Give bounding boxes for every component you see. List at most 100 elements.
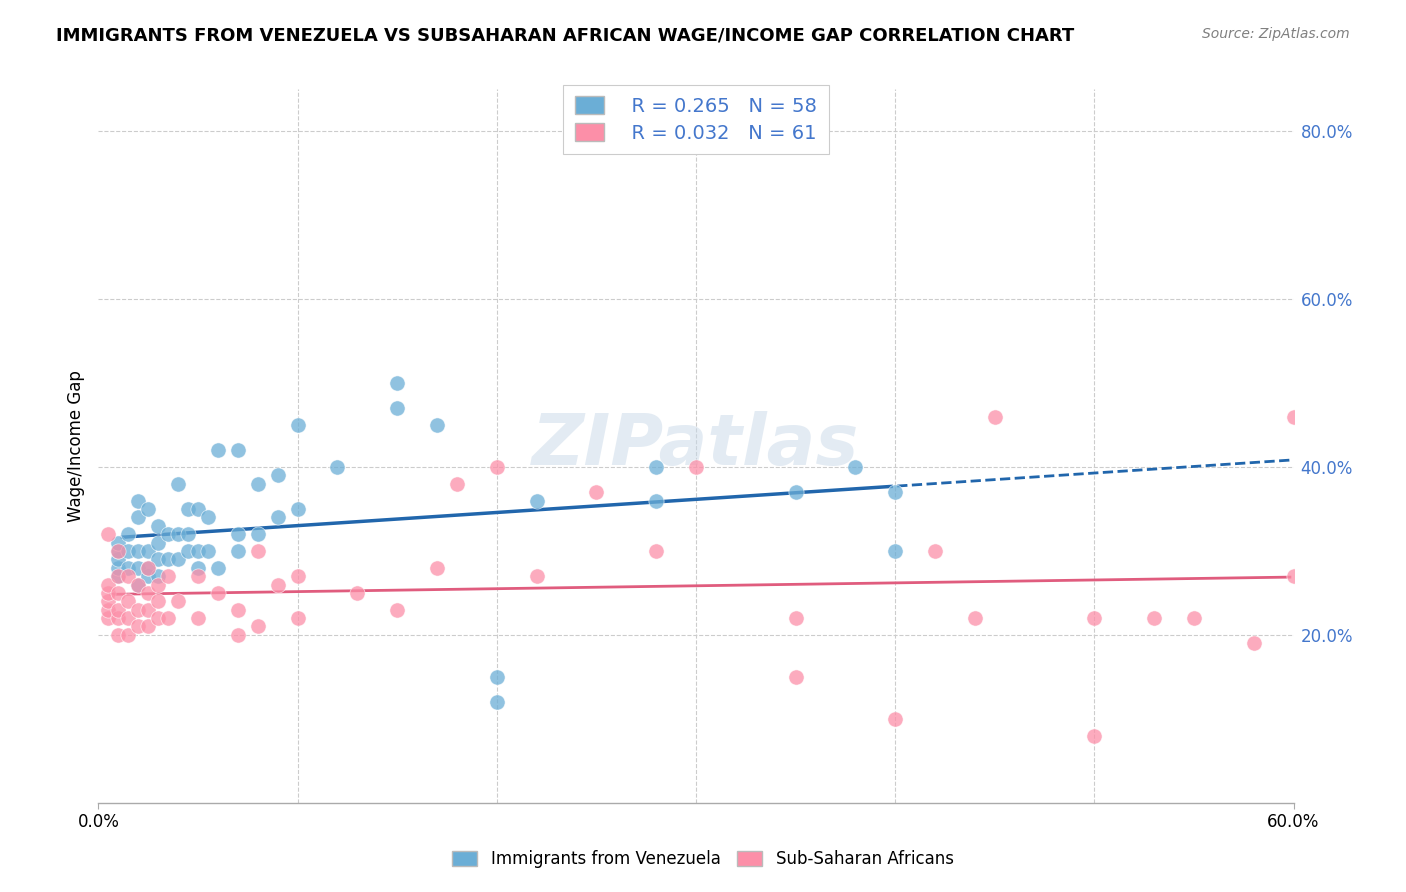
Point xyxy=(136,502,159,516)
Point xyxy=(107,560,129,574)
Point xyxy=(485,695,508,709)
Point xyxy=(924,544,946,558)
Point xyxy=(785,670,807,684)
Point xyxy=(287,569,309,583)
Point xyxy=(207,443,229,458)
Point xyxy=(984,409,1007,424)
Point xyxy=(136,544,159,558)
Point xyxy=(127,603,149,617)
Point xyxy=(207,560,229,574)
Point xyxy=(287,502,309,516)
Point xyxy=(107,535,129,549)
Point xyxy=(326,460,349,475)
Point xyxy=(645,493,668,508)
Text: ZIPatlas: ZIPatlas xyxy=(533,411,859,481)
Point xyxy=(187,611,209,625)
Point xyxy=(267,510,290,524)
Point xyxy=(107,628,129,642)
Point xyxy=(117,544,139,558)
Point xyxy=(127,493,149,508)
Point xyxy=(287,417,309,432)
Legend:   R = 0.265   N = 58,   R = 0.032   N = 61: R = 0.265 N = 58, R = 0.032 N = 61 xyxy=(562,85,830,154)
Point xyxy=(585,485,607,500)
Point xyxy=(246,619,269,633)
Point xyxy=(136,569,159,583)
Point xyxy=(136,560,159,574)
Point xyxy=(526,569,548,583)
Text: IMMIGRANTS FROM VENEZUELA VS SUBSAHARAN AFRICAN WAGE/INCOME GAP CORRELATION CHAR: IMMIGRANTS FROM VENEZUELA VS SUBSAHARAN … xyxy=(56,27,1074,45)
Point xyxy=(685,460,707,475)
Point xyxy=(1182,611,1205,625)
Point xyxy=(148,569,170,583)
Point xyxy=(148,611,170,625)
Point xyxy=(226,527,249,541)
Point xyxy=(884,712,907,726)
Point xyxy=(117,594,139,608)
Point xyxy=(187,560,209,574)
Point xyxy=(187,502,209,516)
Point xyxy=(446,476,468,491)
Point xyxy=(117,527,139,541)
Point xyxy=(136,586,159,600)
Point xyxy=(385,376,409,390)
Point xyxy=(136,560,159,574)
Point xyxy=(97,527,120,541)
Point xyxy=(187,569,209,583)
Point xyxy=(346,586,368,600)
Point xyxy=(107,603,129,617)
Point xyxy=(167,527,190,541)
Point xyxy=(226,628,249,642)
Point xyxy=(267,577,290,591)
Point xyxy=(127,577,149,591)
Point xyxy=(136,619,159,633)
Point xyxy=(785,485,807,500)
Y-axis label: Wage/Income Gap: Wage/Income Gap xyxy=(66,370,84,522)
Point xyxy=(267,468,290,483)
Point xyxy=(157,552,180,566)
Point xyxy=(385,603,409,617)
Point xyxy=(526,493,548,508)
Point xyxy=(127,560,149,574)
Point xyxy=(117,611,139,625)
Point xyxy=(226,544,249,558)
Point xyxy=(645,544,668,558)
Point xyxy=(97,594,120,608)
Point xyxy=(127,544,149,558)
Text: Source: ZipAtlas.com: Source: ZipAtlas.com xyxy=(1202,27,1350,41)
Point xyxy=(177,544,200,558)
Point xyxy=(1083,611,1105,625)
Point xyxy=(117,560,139,574)
Point xyxy=(167,476,190,491)
Point xyxy=(107,569,129,583)
Point xyxy=(177,527,200,541)
Point xyxy=(97,577,120,591)
Point xyxy=(187,544,209,558)
Point xyxy=(426,560,449,574)
Point xyxy=(246,544,269,558)
Point xyxy=(107,569,129,583)
Point xyxy=(107,552,129,566)
Point xyxy=(207,586,229,600)
Point xyxy=(884,544,907,558)
Legend: Immigrants from Venezuela, Sub-Saharan Africans: Immigrants from Venezuela, Sub-Saharan A… xyxy=(446,844,960,875)
Point xyxy=(148,594,170,608)
Point xyxy=(226,603,249,617)
Point xyxy=(148,535,170,549)
Point xyxy=(385,401,409,416)
Point xyxy=(148,518,170,533)
Point xyxy=(1282,409,1305,424)
Point xyxy=(226,443,249,458)
Point xyxy=(426,417,449,432)
Point xyxy=(485,670,508,684)
Point xyxy=(97,586,120,600)
Point xyxy=(136,603,159,617)
Point xyxy=(117,628,139,642)
Point xyxy=(785,611,807,625)
Point xyxy=(485,460,508,475)
Point xyxy=(97,611,120,625)
Point xyxy=(117,569,139,583)
Point xyxy=(177,502,200,516)
Point xyxy=(287,611,309,625)
Point xyxy=(127,510,149,524)
Point xyxy=(127,577,149,591)
